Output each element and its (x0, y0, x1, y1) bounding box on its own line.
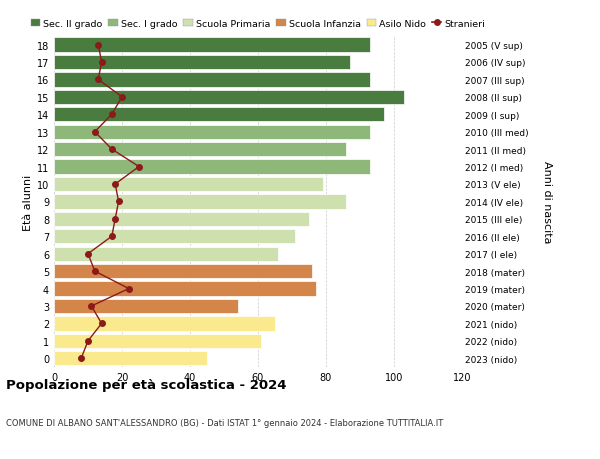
Bar (54, 38, 370, 52)
Bar (54, 230, 295, 244)
Bar (54, 125, 370, 140)
Bar (54, 212, 309, 226)
Bar (54, 143, 346, 157)
Bar (54, 90, 404, 105)
Text: COMUNE DI ALBANO SANT'ALESSANDRO (BG) - Dati ISTAT 1° gennaio 2024 - Elaborazion: COMUNE DI ALBANO SANT'ALESSANDRO (BG) - … (6, 418, 443, 427)
Bar (54, 73, 370, 87)
Bar (54, 299, 238, 313)
Y-axis label: Età alunni: Età alunni (23, 174, 32, 230)
Bar (54, 56, 350, 70)
Legend: Sec. II grado, Sec. I grado, Scuola Primaria, Scuola Infanzia, Asilo Nido, Stran: Sec. II grado, Sec. I grado, Scuola Prim… (31, 20, 485, 29)
Bar (54, 178, 323, 192)
Bar (54, 108, 384, 122)
Bar (54, 282, 316, 296)
Bar (54, 195, 346, 209)
Bar (54, 160, 370, 174)
Bar (54, 352, 207, 366)
Bar (54, 264, 313, 279)
Bar (54, 334, 262, 348)
Y-axis label: Anni di nascita: Anni di nascita (542, 161, 552, 243)
Bar (54, 247, 278, 261)
Bar (54, 317, 275, 331)
Text: Popolazione per età scolastica - 2024: Popolazione per età scolastica - 2024 (6, 379, 287, 392)
